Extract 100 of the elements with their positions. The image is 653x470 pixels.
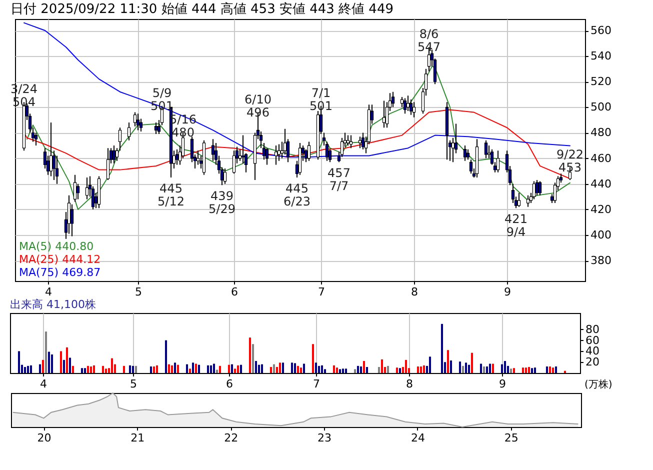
annotation: 9/22 453 — [556, 147, 584, 174]
candlestick — [451, 137, 455, 163]
candlestick — [526, 194, 530, 208]
bar — [404, 360, 408, 373]
candlestick — [391, 91, 395, 108]
bar — [128, 365, 132, 373]
candlestick — [106, 148, 110, 181]
bar — [240, 364, 242, 373]
candlestick — [484, 140, 488, 159]
candlestick — [127, 122, 131, 141]
x-tick-label: 25 — [504, 432, 518, 444]
bar — [552, 368, 554, 373]
candlestick — [466, 148, 470, 160]
candlestick — [277, 144, 281, 162]
bar — [338, 369, 342, 373]
candlestick — [112, 145, 116, 164]
bar — [294, 363, 296, 373]
bar — [362, 361, 366, 373]
bar — [66, 347, 68, 373]
x-tick-label: 24 — [410, 432, 425, 444]
bar — [500, 364, 504, 373]
bar — [488, 364, 492, 373]
bar — [468, 364, 470, 373]
candlestick — [262, 142, 266, 160]
bar — [464, 362, 468, 373]
bar — [486, 366, 488, 373]
x-tick-label: 6 — [231, 286, 238, 298]
bar — [318, 366, 320, 373]
bar — [258, 364, 260, 373]
bar — [332, 365, 336, 373]
bar — [26, 366, 30, 373]
bar — [156, 365, 158, 373]
candlestick — [358, 136, 362, 149]
annotation: 421 9/4 — [504, 212, 528, 240]
candlestick — [70, 204, 74, 237]
candlestick — [496, 150, 500, 173]
y-tick-label: 460 — [590, 152, 612, 165]
bar — [302, 364, 306, 373]
bar — [168, 364, 170, 373]
annotation: 445 6/23 — [284, 181, 310, 208]
bar — [512, 368, 516, 373]
y-tick-label: 400 — [590, 228, 612, 242]
candlestick — [382, 100, 386, 128]
candlestick — [274, 145, 278, 166]
x-tick-label: 7 — [313, 378, 320, 390]
candlestick — [535, 180, 539, 196]
candlestick — [118, 127, 122, 152]
candlestick — [469, 159, 473, 174]
candlestick — [175, 148, 179, 166]
x-tick-label: 5 — [130, 378, 137, 390]
bar — [198, 364, 200, 373]
annotation: 457 7/7 — [328, 166, 350, 194]
bar — [60, 351, 62, 373]
text: MA(25) 444.12 — [19, 253, 101, 266]
y-axis-title: (万株) — [584, 378, 612, 390]
bar — [72, 366, 74, 373]
bar — [528, 367, 530, 373]
bar — [360, 366, 362, 373]
bar — [354, 369, 356, 373]
bar — [230, 364, 234, 373]
candlestick — [52, 150, 56, 181]
bar — [450, 360, 452, 373]
bar — [470, 352, 474, 373]
candlestick — [211, 138, 215, 162]
y-tick-label: 480 — [590, 126, 612, 140]
candlestick — [304, 148, 308, 163]
candlestick — [412, 102, 416, 118]
bar — [366, 367, 368, 373]
bar — [236, 365, 240, 373]
bar — [92, 365, 96, 373]
candlestick — [538, 180, 542, 196]
bar — [342, 368, 344, 373]
bar — [482, 366, 486, 373]
bar — [398, 368, 402, 373]
bar — [210, 365, 212, 373]
bar — [480, 364, 482, 373]
bar — [534, 368, 536, 373]
candlestick — [154, 122, 158, 135]
candlestick — [232, 150, 236, 174]
bar — [356, 366, 360, 373]
bar — [30, 365, 32, 373]
bar — [218, 366, 222, 373]
candlestick — [349, 134, 353, 149]
y-tick-label: 540 — [590, 50, 612, 63]
candlestick — [136, 113, 140, 131]
candlestick — [346, 134, 350, 146]
bar — [24, 367, 26, 373]
bar — [194, 364, 198, 373]
bar — [252, 344, 254, 373]
bar — [104, 368, 108, 373]
bar — [228, 364, 230, 373]
annotation: 6/10 496 — [244, 92, 272, 120]
bar — [378, 367, 380, 373]
bar — [206, 365, 210, 373]
bar — [86, 366, 90, 373]
candlestick — [463, 145, 467, 162]
candlestick — [76, 183, 80, 200]
candlestick — [241, 134, 245, 164]
bar — [248, 338, 252, 373]
bar — [522, 368, 524, 373]
